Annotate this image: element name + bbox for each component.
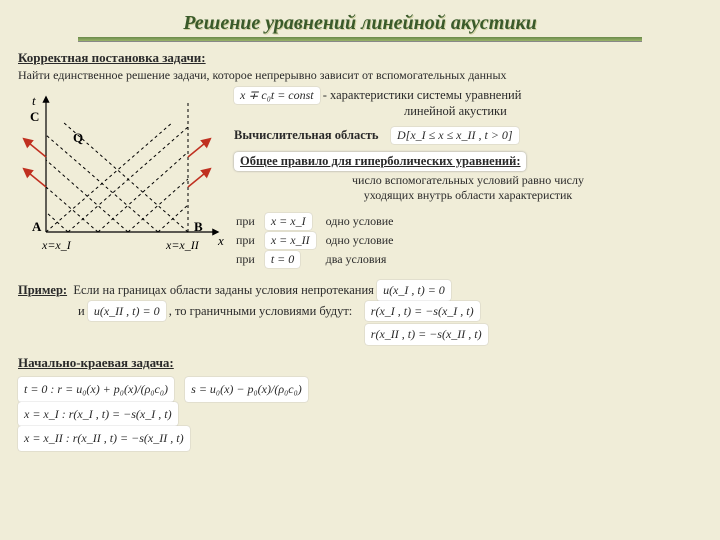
example-lead: Пример: xyxy=(18,283,67,297)
bc-eq-2: r(x_II , t) = −s(x_II , t) xyxy=(365,324,488,345)
example-text-2: и xyxy=(18,304,85,318)
right-column: x ∓ c₀t = const - характеристики системы… xyxy=(228,87,702,270)
title-rule xyxy=(78,37,642,42)
characteristics-diagram: t x C Q A B x=x_I x=x_II xyxy=(18,87,228,257)
cond-eq-1: x = x_I xyxy=(265,213,312,230)
rule-text-2: уходящих внутрь области характеристик xyxy=(364,188,573,202)
formula-x1: x = x_I : r(x_I , t) = −s(x_I , t) xyxy=(18,402,178,427)
example-eq-2: u(x_II , t) = 0 xyxy=(88,301,166,322)
point-c-label: C xyxy=(30,109,39,124)
formula-t0-a: t = 0 : r = u₀(x) + p₀(x)/(ρ₀c₀) xyxy=(18,377,174,402)
point-b-label: B xyxy=(194,219,203,234)
problem-text: Найти единственное решение задачи, котор… xyxy=(18,68,702,83)
x1-label: x=x_I xyxy=(41,238,72,252)
example-text-3: , то граничными условиями будут: xyxy=(169,304,353,318)
cond-eq-3: t = 0 xyxy=(265,251,300,268)
example-eq-1: u(x_I , t) = 0 xyxy=(377,280,451,301)
rule-heading: Общее правило для гиперболических уравне… xyxy=(234,152,526,171)
cond-eq-2: x = x_II xyxy=(265,232,316,249)
point-q-label: Q xyxy=(73,130,83,145)
table-row: при x = x_I одно условие xyxy=(236,213,402,230)
page-title: Решение уравнений линейной акустики xyxy=(18,12,702,35)
axis-x-label: x xyxy=(217,233,224,248)
problem-heading: Корректная постановка задачи: xyxy=(18,50,702,66)
diagram-column: t x C Q A B x=x_I x=x_II xyxy=(18,87,228,257)
domain-equation: D[x_I ≤ x ≤ x_II , t > 0] xyxy=(391,127,519,144)
example-block: Пример: Если на границах области заданы … xyxy=(18,280,702,345)
formulas-block: t = 0 : r = u₀(x) + p₀(x)/(ρ₀c₀) s = u₀(… xyxy=(18,377,702,451)
bc-eq-1: r(x_I , t) = −s(x_I , t) xyxy=(365,301,480,322)
point-a-label: A xyxy=(32,219,42,234)
char-equation: x ∓ c₀t = const xyxy=(234,87,320,104)
x2-label: x=x_II xyxy=(165,238,200,252)
formula-t0-b: s = u₀(x) − p₀(x)/(ρ₀c₀) xyxy=(185,377,308,402)
table-row: при t = 0 два условия xyxy=(236,251,402,268)
axis-t-label: t xyxy=(32,93,36,108)
conditions-table: при x = x_I одно условие при x = x_II од… xyxy=(234,211,404,270)
char-text-b: линейной акустики xyxy=(234,104,507,118)
comp-region-label: Вычислительная область xyxy=(234,128,379,142)
ibvp-heading: Начально-краевая задача: xyxy=(18,355,702,371)
example-text-1: Если на границах области заданы условия … xyxy=(73,283,374,297)
table-row: при x = x_II одно условие xyxy=(236,232,402,249)
formula-x2: x = x_II : r(x_II , t) = −s(x_II , t) xyxy=(18,426,190,451)
char-text-a: - характеристики системы уравнений xyxy=(323,88,522,102)
rule-text-1: число вспомогательных условий равно числ… xyxy=(352,173,584,187)
